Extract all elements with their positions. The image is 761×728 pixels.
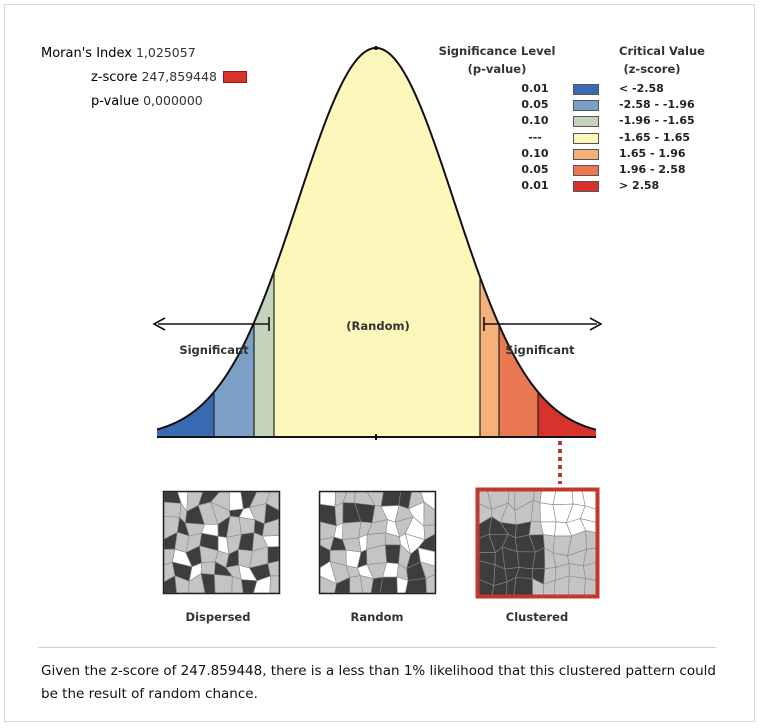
morans-index-value: 1,025057 (136, 45, 196, 60)
map-polygon (238, 516, 256, 535)
curve-band (214, 48, 255, 437)
map-polygon (380, 491, 401, 507)
legend-z-range: -2.58 - -1.96 (619, 98, 695, 112)
map-polygon (214, 574, 233, 594)
legend-p-value: 0.01 (521, 179, 549, 193)
map-frame (318, 490, 437, 595)
left-arrow (152, 317, 270, 331)
dispersed-label: Dispersed (186, 610, 251, 624)
map-polygon (342, 521, 362, 540)
significance-sub: (p-value) (467, 62, 527, 76)
result-caption: Given the z-score of 247.859448, there i… (41, 663, 716, 702)
p-value-row: p-value 0,000000 (91, 93, 203, 109)
morans-index-row: Moran's Index 1,025057 (41, 45, 196, 61)
legend-p-value: 0.01 (521, 82, 549, 95)
legend-z-range: -1.96 - -1.65 (619, 114, 695, 128)
dispersed-pattern-map (162, 490, 281, 595)
z-score-row: z-score 247,859448 (91, 69, 248, 85)
curve-band (499, 48, 539, 437)
curve-band (157, 48, 215, 437)
legend-z-range: > 2.58 (619, 179, 660, 193)
significance-header: Significance Level (438, 44, 556, 58)
map-polygon (163, 501, 182, 518)
peak-marker (374, 46, 378, 50)
curve-band (254, 48, 275, 437)
curve-band (274, 48, 481, 437)
map-frame (475, 487, 600, 599)
map-polygon (513, 577, 534, 597)
map-polygon (384, 544, 401, 565)
curve-band (480, 48, 500, 437)
map-polygon (515, 567, 533, 579)
morans-index-label: Moran's Index (41, 46, 132, 61)
z-score-value: 247,859448 (141, 69, 218, 84)
map-polygon (584, 578, 598, 597)
map-polygon (319, 491, 336, 507)
random-center-label: (Random) (346, 319, 409, 333)
map-polygon (568, 575, 586, 597)
clustered-label: Clustered (506, 610, 568, 624)
legend-p-value: 0.10 (521, 146, 549, 160)
legend-p-value: --- (528, 130, 542, 144)
legend-z-range: -1.65 - 1.65 (619, 130, 691, 144)
z-score-label: z-score (91, 70, 138, 85)
legend-p-value: 0.10 (521, 114, 549, 128)
z-score-swatch (223, 70, 248, 83)
clustered-pattern-map (475, 487, 600, 599)
band-dividers (213, 271, 539, 437)
legend-z-range: 1.96 - 2.58 (619, 163, 686, 176)
legend-p-value: 0.05 (521, 98, 549, 112)
bell-curve-diagram: (Random) Significant Significant Dispers… (152, 46, 603, 624)
legend-swatch (573, 181, 599, 193)
critical-sub: (z-score) (623, 62, 681, 76)
p-value-value: 0,000000 (143, 93, 203, 108)
map-polygon (585, 530, 598, 550)
legend-z-range: 1.65 - 1.96 (619, 146, 686, 160)
random-label: Random (351, 610, 404, 624)
map-polygon (405, 578, 427, 594)
map-polygon (269, 575, 280, 594)
curve-bands (157, 48, 596, 437)
legend-swatch (573, 148, 599, 160)
map-polygon (552, 489, 574, 506)
legend-swatch (573, 132, 599, 144)
legend-swatch (573, 84, 599, 95)
significant-right-label: Significant (505, 343, 575, 357)
significant-left-label: Significant (179, 343, 249, 357)
random-pattern-map (318, 490, 437, 595)
legend-z-range: < -2.58 (619, 82, 664, 95)
p-value-label: p-value (91, 94, 140, 109)
right-arrow (483, 317, 603, 331)
critical-header: Critical Value (619, 44, 705, 58)
map-frame (162, 490, 281, 595)
map-polygon (379, 576, 398, 594)
legend-swatch (573, 165, 599, 176)
legend-swatch (573, 116, 599, 128)
curve-band (538, 48, 596, 437)
legend-p-value: 0.05 (521, 163, 549, 176)
map-polygon (200, 561, 216, 575)
caption-divider (38, 647, 716, 648)
map-polygon (334, 502, 344, 527)
legend-swatch (573, 100, 599, 112)
